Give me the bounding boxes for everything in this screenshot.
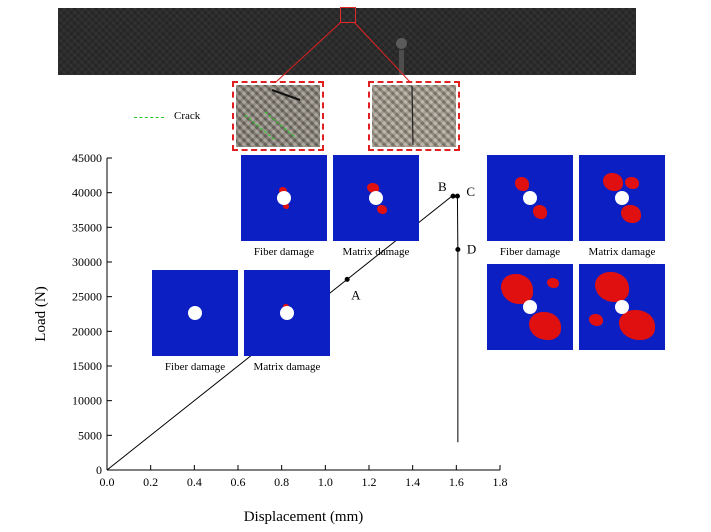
crack-zoom-right	[368, 81, 460, 151]
damage-spot	[547, 278, 559, 288]
caption-mid-matrix: Matrix damage	[342, 246, 410, 258]
crack-legend-line	[134, 117, 164, 118]
damage-hole	[523, 300, 537, 314]
damage-hole	[615, 300, 629, 314]
y-axis-label: Load (N)	[33, 286, 49, 341]
caption-high-matrix: Matrix damage	[588, 246, 656, 258]
crack-legend-label: Crack	[174, 110, 201, 122]
crack-legend: Crack	[134, 110, 274, 126]
damage-map-mid-fiber	[241, 155, 327, 241]
y-tick-label: 40000	[72, 186, 102, 200]
x-tick-label: 0.2	[143, 475, 158, 489]
point-d	[455, 247, 461, 253]
damage-spot	[619, 310, 655, 340]
damage-spot	[621, 205, 641, 223]
x-tick-label: 1.8	[493, 475, 508, 489]
y-tick-label: 45000	[72, 151, 102, 165]
specimen-weave	[58, 8, 636, 75]
damage-map-low-matrix	[244, 270, 330, 356]
damage-hole	[369, 191, 383, 205]
x-tick-label: 0.8	[274, 475, 289, 489]
y-tick-label: 30000	[72, 255, 102, 269]
x-tick-label: 0.0	[100, 475, 115, 489]
y-tick-label: 20000	[72, 324, 102, 338]
specimen-photo	[58, 8, 636, 75]
damage-spot	[367, 183, 379, 193]
y-tick-label: 5000	[78, 428, 102, 442]
point-label-b: B	[438, 179, 447, 194]
damage-map-high-fiber	[487, 155, 573, 241]
y-tick-label: 35000	[72, 220, 102, 234]
damage-map-mid-matrix	[333, 155, 419, 241]
caption-high-fiber: Fiber damage	[499, 246, 561, 258]
specimen-zoom-marker	[340, 7, 356, 23]
damage-hole	[615, 191, 629, 205]
damage-hole	[280, 306, 294, 320]
point-b	[450, 193, 456, 199]
x-tick-label: 1.4	[405, 475, 420, 489]
x-tick-label: 1.0	[318, 475, 333, 489]
point-c	[454, 193, 460, 199]
damage-spot	[595, 272, 629, 302]
damage-spot	[283, 203, 289, 209]
y-tick-label: 0	[96, 463, 102, 477]
point-a	[344, 276, 350, 282]
damage-map-high-matrix	[579, 155, 665, 241]
damage-spot	[625, 177, 639, 189]
damage-spot	[603, 173, 623, 191]
damage-spot	[533, 205, 547, 219]
x-tick-label: 1.2	[362, 475, 377, 489]
point-label-a: A	[351, 287, 361, 302]
caption-mid-fiber: Fiber damage	[253, 246, 315, 258]
x-tick-label: 1.6	[449, 475, 464, 489]
damage-map-final-fiber	[487, 264, 573, 350]
x-tick-label: 0.6	[231, 475, 246, 489]
point-label-c: C	[466, 184, 475, 199]
damage-spot	[589, 314, 603, 326]
damage-hole	[188, 306, 202, 320]
caption-low-matrix: Matrix damage	[253, 361, 321, 373]
damage-hole	[277, 191, 291, 205]
y-tick-label: 15000	[72, 359, 102, 373]
x-axis-label: Displacement (mm)	[244, 509, 364, 525]
x-tick-label: 0.4	[187, 475, 202, 489]
damage-map-low-fiber	[152, 270, 238, 356]
damage-spot	[501, 274, 533, 304]
damage-spot	[529, 312, 561, 340]
y-tick-label: 10000	[72, 394, 102, 408]
y-tick-label: 25000	[72, 290, 102, 304]
damage-spot	[377, 205, 387, 214]
crack-zoom-right-image	[372, 85, 456, 147]
point-label-d: D	[467, 242, 476, 257]
damage-hole	[523, 191, 537, 205]
damage-spot	[515, 177, 529, 191]
damage-map-final-matrix	[579, 264, 665, 350]
caption-low-fiber: Fiber damage	[164, 361, 226, 373]
